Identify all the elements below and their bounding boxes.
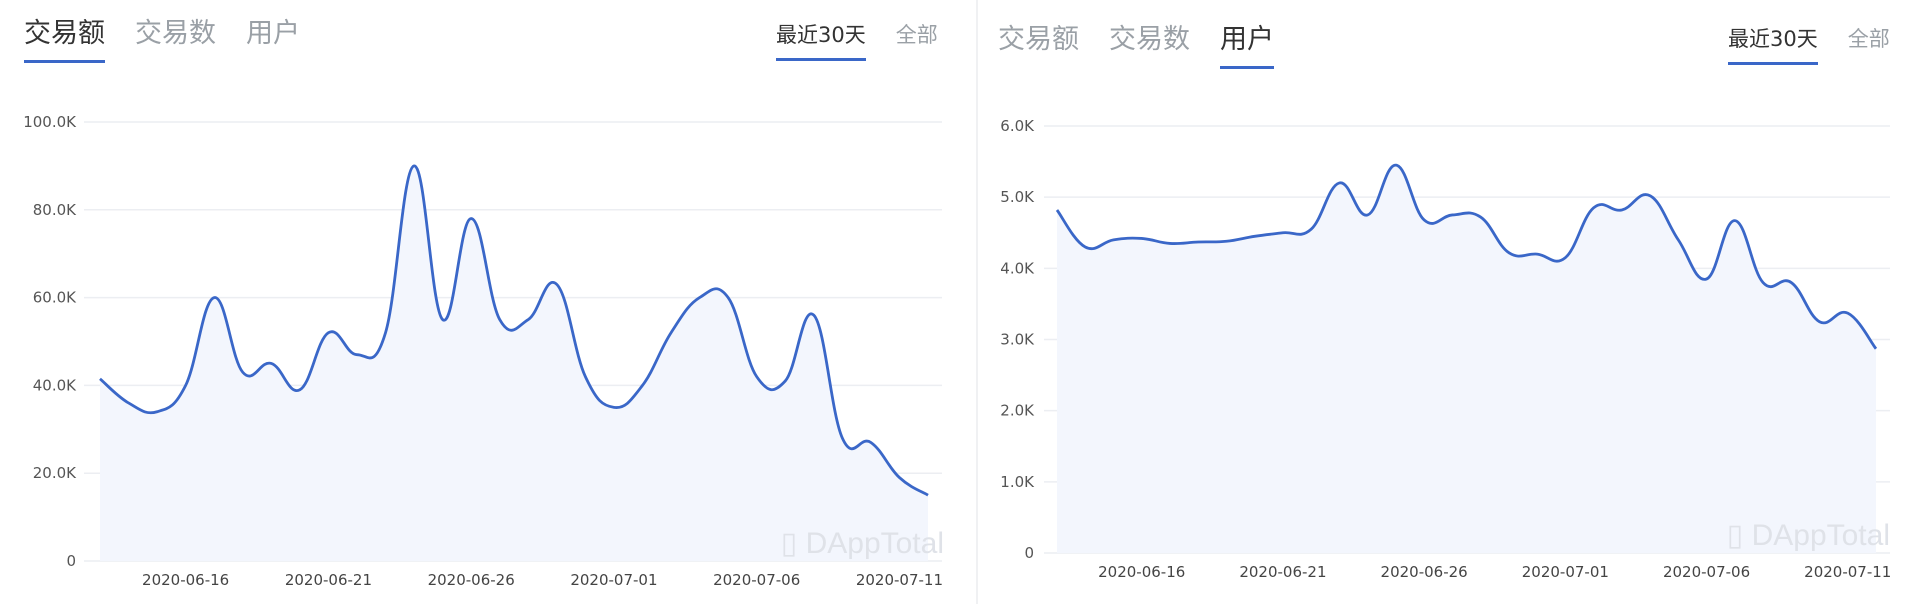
x-axis-label: 2020-06-16 <box>1098 563 1185 581</box>
y-axis-label: 3.0K <box>1000 331 1035 349</box>
transaction-volume-panel: 交易额 交易数 用户 最近30天 全部 0 20.0K 40.0K 60.0K 80.0… <box>23 16 944 589</box>
tab-transaction-volume[interactable]: 交易额 <box>998 24 1079 55</box>
x-axis-label: 2020-07-01 <box>1522 563 1609 581</box>
users-chart: 0 1.0K 2.0K 3.0K 4.0K 5.0K 6.0K ▯ DAppTotal 2020… <box>1000 117 1891 581</box>
x-axis-label: 2020-06-21 <box>1239 563 1326 581</box>
x-axis-label: 2020-07-11 <box>1804 563 1891 581</box>
y-axis-label: 4.0K <box>1000 259 1035 277</box>
range-tabs: 最近30天 全部 <box>776 20 938 61</box>
metric-tabs: 交易额 交易数 用户 <box>998 22 1274 69</box>
area-fill <box>1057 165 1876 553</box>
tab-last-30-days[interactable]: 最近30天 <box>776 20 866 61</box>
y-axis-label: 80.0K <box>33 201 77 219</box>
x-axis-label: 2020-07-06 <box>1663 563 1750 581</box>
y-axis-label: 60.0K <box>33 289 77 307</box>
tab-all[interactable]: 全部 <box>895 23 938 47</box>
x-axis-label: 2020-06-26 <box>1381 563 1468 581</box>
panel-divider <box>976 0 978 604</box>
data-line <box>99 164 929 497</box>
y-axis-label: 20.0K <box>33 464 77 482</box>
metric-tabs: 交易额 交易数 用户 <box>24 16 300 63</box>
y-axis-label: 6.0K <box>1000 117 1035 135</box>
x-axis-label: 2020-07-01 <box>570 571 657 589</box>
transaction-volume-chart: 0 20.0K 40.0K 60.0K 80.0K 100.0K ▯ DAppTotal 20… <box>23 113 944 589</box>
x-axis-label: 2020-07-06 <box>713 571 800 589</box>
x-axis-label: 2020-06-16 <box>142 571 229 589</box>
tab-transaction-volume[interactable]: 交易额 <box>24 16 105 63</box>
y-axis-label: 5.0K <box>1000 188 1035 206</box>
users-panel: 交易额 交易数 用户 最近30天 全部 0 1.0K 2.0K 3.0K 4.0K 5.0… <box>978 0 1920 604</box>
tab-users[interactable]: 用户 <box>246 18 300 49</box>
tab-last-30-days[interactable]: 最近30天 <box>1728 24 1818 65</box>
tab-transaction-count[interactable]: 交易数 <box>1109 24 1190 55</box>
range-tabs: 最近30天 全部 <box>1728 24 1890 65</box>
watermark-logo: ▯ DAppTotal <box>1727 519 1890 552</box>
tab-all[interactable]: 全部 <box>1847 27 1890 51</box>
tab-transaction-count[interactable]: 交易数 <box>135 18 216 49</box>
watermark-logo: ▯ DAppTotal <box>781 527 944 560</box>
y-axis-label: 0 <box>1024 544 1034 562</box>
tab-users[interactable]: 用户 <box>1220 22 1274 69</box>
x-axis-label: 2020-07-11 <box>856 571 943 589</box>
y-axis-label: 100.0K <box>23 113 77 131</box>
y-axis-label: 40.0K <box>33 376 77 394</box>
x-axis-label: 2020-06-26 <box>428 571 515 589</box>
data-line <box>1055 163 1878 350</box>
x-axis-label: 2020-06-21 <box>285 571 372 589</box>
area-fill <box>100 165 928 561</box>
y-axis-label: 2.0K <box>1000 402 1035 420</box>
y-axis-label: 1.0K <box>1000 473 1035 491</box>
y-axis-label: 0 <box>66 552 76 570</box>
